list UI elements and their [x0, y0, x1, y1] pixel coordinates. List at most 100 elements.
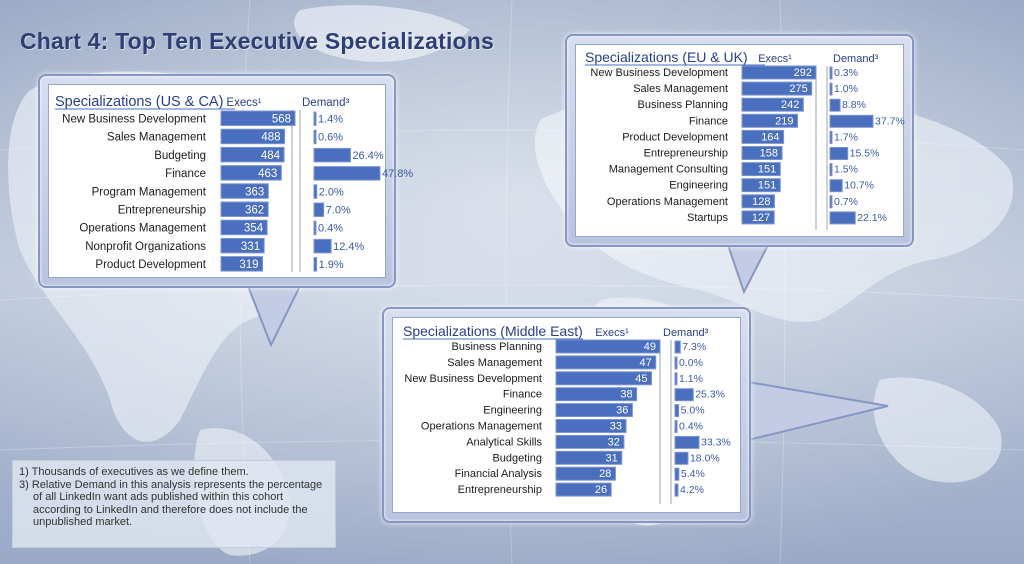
execs-bar-us-ca	[220, 237, 265, 254]
execs-value-label-us-ca: 463	[258, 168, 277, 180]
demand-bar-eu-uk	[829, 130, 833, 144]
category-label-us-ca: Sales Management	[107, 132, 207, 144]
demand-bar-middle-east	[674, 483, 679, 497]
execs-value-label-middle-east: 26	[595, 484, 607, 496]
demand-header-us-ca: Demand³	[302, 97, 349, 109]
category-label-us-ca: Operations Management	[79, 223, 206, 235]
demand-value-label-middle-east: 25.3%	[695, 389, 725, 401]
execs-value-label-eu-uk: 292	[794, 67, 812, 79]
demand-bar-middle-east	[674, 340, 681, 354]
execs-bar-middle-east	[555, 371, 653, 386]
execs-bar-middle-east	[555, 403, 633, 418]
execs-value-label-middle-east: 33	[610, 421, 622, 433]
demand-value-label-eu-uk: 1.5%	[834, 164, 858, 176]
demand-bar-us-ca	[313, 257, 318, 272]
demand-bar-eu-uk	[829, 98, 841, 112]
execs-bar-middle-east	[555, 355, 657, 370]
category-label-eu-uk: New Business Development	[590, 67, 728, 79]
category-label-middle-east: Financial Analysis	[455, 468, 543, 480]
region-title-eu-uk: Specializations (EU & UK)	[585, 49, 748, 65]
demand-bar-eu-uk	[829, 195, 833, 209]
demand-value-label-middle-east: 5.0%	[681, 405, 705, 417]
demand-value-label-us-ca: 1.4%	[318, 114, 343, 126]
category-label-middle-east: Budgeting	[492, 452, 542, 464]
execs-bar-us-ca	[220, 146, 285, 163]
execs-bar-us-ca	[220, 183, 269, 199]
demand-value-label-eu-uk: 8.8%	[842, 99, 866, 111]
category-label-middle-east: Analytical Skills	[466, 436, 542, 448]
category-label-eu-uk: Engineering	[669, 180, 728, 192]
demand-bar-eu-uk	[829, 82, 833, 96]
demand-value-label-us-ca: 26.4%	[352, 150, 383, 162]
execs-bar-middle-east	[555, 434, 625, 449]
execs-value-label-us-ca: 484	[261, 150, 281, 162]
demand-bar-middle-east	[674, 356, 678, 370]
category-label-middle-east: Business Planning	[451, 341, 542, 353]
execs-bar-eu-uk	[741, 65, 817, 80]
execs-value-label-middle-east: 45	[635, 373, 647, 385]
execs-bar-middle-east	[555, 482, 612, 497]
category-label-eu-uk: Business Planning	[637, 99, 728, 111]
category-label-middle-east: New Business Development	[404, 373, 542, 385]
execs-value-label-middle-east: 32	[608, 436, 620, 448]
execs-value-label-eu-uk: 128	[752, 196, 770, 208]
category-label-middle-east: Finance	[503, 389, 542, 401]
execs-value-label-us-ca: 363	[245, 186, 264, 198]
category-label-eu-uk: Finance	[689, 115, 728, 127]
execs-bar-us-ca	[220, 128, 286, 145]
execs-bar-eu-uk	[741, 210, 775, 225]
execs-bar-us-ca	[220, 256, 264, 272]
demand-value-label-middle-east: 18.0%	[690, 452, 720, 464]
execs-value-label-us-ca: 319	[239, 259, 258, 271]
execs-value-label-middle-east: 31	[606, 452, 618, 464]
demand-value-label-middle-east: 7.3%	[682, 341, 706, 353]
demand-bar-us-ca	[313, 147, 351, 163]
category-label-us-ca: Product Development	[95, 259, 206, 271]
demand-value-label-middle-east: 1.1%	[679, 373, 703, 385]
execs-bar-us-ca	[220, 165, 282, 181]
demand-bar-us-ca	[313, 111, 317, 126]
category-label-middle-east: Engineering	[483, 405, 542, 417]
demand-bar-us-ca	[313, 129, 317, 145]
demand-bar-eu-uk	[829, 114, 874, 128]
execs-bar-eu-uk	[741, 113, 798, 128]
demand-bar-eu-uk	[829, 163, 833, 177]
execs-bar-eu-uk	[741, 129, 785, 144]
execs-bar-middle-east	[555, 419, 627, 433]
demand-value-label-middle-east: 0.4%	[679, 421, 703, 433]
execs-value-label-eu-uk: 219	[775, 115, 793, 127]
demand-bar-eu-uk	[829, 211, 856, 225]
execs-bar-eu-uk	[741, 194, 775, 209]
execs-bar-middle-east	[555, 466, 616, 481]
demand-value-label-eu-uk: 1.0%	[834, 83, 858, 95]
execs-bar-eu-uk	[741, 178, 781, 193]
demand-bar-us-ca	[313, 238, 332, 254]
demand-value-label-eu-uk: 22.1%	[857, 212, 887, 224]
demand-bar-us-ca	[313, 202, 325, 217]
execs-bar-middle-east	[555, 339, 661, 354]
demand-bar-us-ca	[313, 166, 381, 181]
execs-bar-eu-uk	[741, 146, 783, 160]
execs-value-label-us-ca: 362	[245, 205, 264, 217]
demand-value-label-eu-uk: 15.5%	[850, 148, 880, 160]
demand-bar-middle-east	[674, 435, 700, 449]
execs-value-label-middle-east: 36	[616, 405, 628, 417]
page-title: Chart 4: Top Ten Executive Specializatio…	[20, 28, 495, 54]
demand-value-label-us-ca: 0.6%	[318, 132, 343, 144]
execs-value-label-eu-uk: 275	[789, 83, 807, 95]
category-label-eu-uk: Product Development	[622, 131, 728, 143]
demand-bar-middle-east	[674, 388, 694, 402]
demand-value-label-us-ca: 1.9%	[319, 259, 344, 271]
category-label-middle-east: Operations Management	[421, 421, 542, 433]
demand-value-label-middle-east: 33.3%	[701, 436, 731, 448]
execs-value-label-eu-uk: 242	[781, 99, 799, 111]
execs-value-label-eu-uk: 164	[761, 131, 779, 143]
execs-value-label-middle-east: 38	[620, 389, 632, 401]
demand-value-label-eu-uk: 1.7%	[834, 131, 858, 143]
demand-value-label-middle-east: 5.4%	[681, 468, 705, 480]
execs-bar-eu-uk	[741, 81, 813, 96]
execs-value-label-us-ca: 331	[241, 241, 260, 253]
footnotes: 1) Thousands of executives as we define …	[12, 460, 336, 548]
